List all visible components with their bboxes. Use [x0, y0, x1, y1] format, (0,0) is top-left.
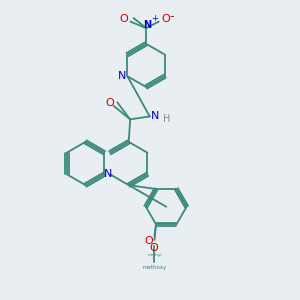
- Text: O: O: [161, 14, 170, 24]
- Text: methoxy: methoxy: [142, 266, 167, 270]
- Text: N: N: [143, 20, 152, 30]
- Text: -: -: [169, 10, 174, 23]
- Text: O: O: [145, 236, 154, 246]
- Text: N: N: [151, 111, 159, 122]
- Text: N: N: [104, 169, 113, 179]
- Text: O: O: [106, 98, 115, 109]
- Text: N: N: [118, 71, 126, 81]
- Text: +: +: [151, 14, 158, 23]
- Text: O: O: [150, 243, 159, 254]
- Text: O: O: [119, 14, 128, 24]
- Text: methyl: methyl: [147, 253, 162, 257]
- Text: H: H: [163, 113, 170, 124]
